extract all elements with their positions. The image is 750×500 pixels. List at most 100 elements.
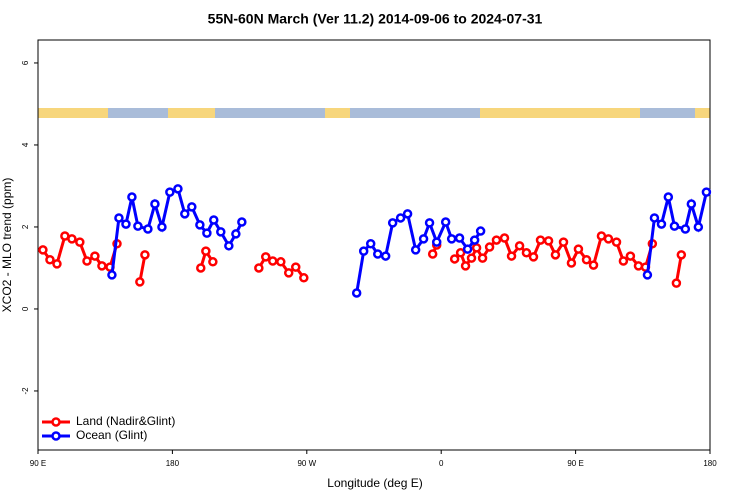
data-point [107, 270, 117, 280]
data-point [196, 263, 206, 273]
y-tick-label: 6 [21, 60, 30, 65]
data-point [671, 278, 682, 288]
data-point [693, 222, 704, 232]
data-point [550, 250, 561, 260]
data-point [535, 235, 546, 245]
data-point [150, 199, 160, 209]
data-point [427, 249, 438, 259]
data-point [67, 234, 77, 244]
data-point [387, 218, 398, 228]
data-point [299, 273, 309, 283]
data-point [276, 257, 286, 267]
data-point [254, 263, 264, 273]
data-point [484, 242, 495, 252]
data-point [224, 241, 234, 251]
data-point [676, 250, 687, 260]
data-point [686, 199, 697, 209]
x-tick-label: 180 [703, 459, 717, 468]
data-point [121, 219, 131, 229]
data-point [202, 228, 212, 238]
data-point [446, 234, 457, 244]
data-point [506, 251, 517, 261]
data-point [581, 255, 592, 265]
legend-label: Land (Nadir&Glint) [76, 414, 175, 428]
data-point [180, 209, 190, 219]
data-point [231, 229, 241, 239]
data-point [618, 256, 629, 266]
data-point [625, 251, 636, 261]
data-point [491, 235, 502, 245]
data-point [573, 244, 584, 254]
data-point [75, 237, 85, 247]
x-tick-label: 90 E [567, 459, 583, 468]
data-point [558, 237, 569, 247]
land-mask-band [38, 108, 710, 118]
data-point [469, 235, 480, 245]
data-point [372, 249, 383, 259]
data-point [455, 248, 466, 258]
series-line [645, 191, 708, 276]
plot-frame [37, 39, 711, 451]
y-tick-label: 2 [21, 224, 30, 229]
data-point [157, 222, 167, 232]
data-point [588, 260, 599, 270]
data-point [216, 227, 226, 237]
chart-title: 55N-60N March (Ver 11.2) 2014-09-06 to 2… [208, 11, 543, 27]
data-point [656, 219, 667, 229]
data-point [669, 221, 680, 231]
legend-marker [51, 431, 61, 441]
x-tick-label: 0 [439, 459, 444, 468]
data-point [449, 254, 460, 264]
data-point [45, 255, 55, 265]
y-tick-label: -2 [21, 387, 30, 395]
data-point [424, 218, 435, 228]
data-point [380, 251, 391, 261]
data-point [135, 277, 145, 287]
data-point [528, 252, 539, 262]
legend-label: Ocean (Glint) [76, 428, 147, 442]
data-point [143, 224, 153, 234]
data-point [402, 209, 413, 219]
x-tick-label: 90 W [297, 459, 316, 468]
data-point [173, 184, 183, 194]
x-axis-label: Longitude (deg E) [327, 476, 422, 490]
y-tick-label: 0 [21, 306, 30, 311]
data-point [475, 226, 486, 236]
data-point [499, 233, 510, 243]
data-point [82, 256, 92, 266]
data-point [611, 237, 622, 247]
data-point [471, 243, 482, 253]
data-point [290, 262, 301, 272]
data-point [351, 288, 362, 298]
data-point [440, 217, 451, 227]
data-point [410, 245, 421, 255]
data-point [466, 253, 477, 263]
data-point [52, 259, 62, 269]
data-point [268, 256, 278, 266]
data-point [477, 253, 488, 263]
data-point [521, 248, 532, 258]
data-point [237, 217, 247, 227]
data-point [114, 213, 124, 223]
data-point [454, 233, 465, 243]
data-point [133, 221, 143, 231]
data-point [566, 258, 577, 268]
data-point [208, 257, 218, 267]
data-point [209, 215, 219, 225]
data-point [514, 241, 525, 251]
y-axis-label: XCO2 - MLO trend (ppm) [0, 178, 14, 313]
data-point [365, 239, 376, 249]
data-point [97, 261, 107, 271]
x-tick-label: 90 E [30, 459, 46, 468]
data-point [680, 224, 691, 234]
data-point [260, 252, 271, 262]
data-point [395, 213, 406, 223]
legend-marker [51, 417, 61, 427]
x-tick-label: 180 [166, 459, 180, 468]
y-tick-label: 4 [21, 142, 30, 147]
data-point [140, 250, 150, 260]
data-point [460, 261, 471, 271]
data-point [603, 234, 614, 244]
data-point [187, 202, 197, 212]
